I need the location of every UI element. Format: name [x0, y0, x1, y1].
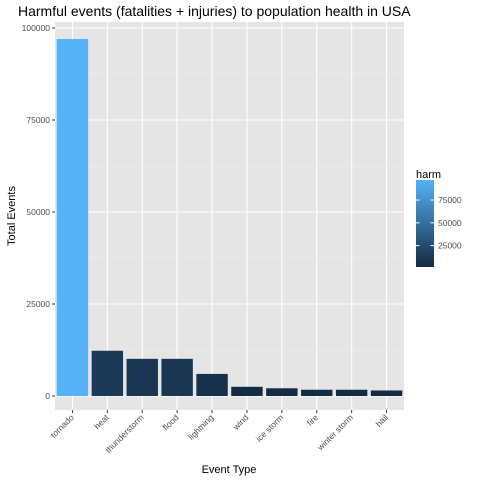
legend-ticks: 25000 50000 75000 [416, 195, 462, 251]
y-tick-label: 0 [45, 391, 50, 401]
x-tick-label: fire [305, 412, 321, 428]
x-tick-label: lightning [186, 412, 216, 442]
legend-tick-label: 25000 [438, 241, 462, 251]
x-tick-label: tornado [48, 412, 76, 440]
bar-hail [370, 390, 403, 396]
y-tick-label: 75000 [26, 115, 50, 125]
y-tick-label: 50000 [26, 207, 50, 217]
legend: harm 25000 50000 75000 [416, 169, 462, 267]
x-tick-label: winter storm [315, 412, 356, 453]
y-tick-label: 100000 [22, 23, 51, 33]
bars [56, 39, 403, 396]
legend-title: harm [416, 169, 441, 181]
bar-tornado [56, 39, 89, 396]
x-tick-label: wind [230, 412, 250, 432]
x-tick-label: hail [374, 412, 391, 429]
bar-wind [231, 386, 263, 396]
x-tick-label: heat [92, 412, 111, 431]
x-axis-label: Event Type [202, 464, 257, 476]
bar-flood [161, 358, 193, 396]
y-tick-label: 25000 [26, 299, 50, 309]
legend-colorbar [416, 180, 434, 267]
bar-lightning [196, 373, 228, 396]
x-tick-label: flood [160, 412, 180, 432]
bar-ice-storm [266, 388, 298, 396]
bar-fire [301, 389, 333, 396]
x-tick-label: ice storm [254, 412, 285, 443]
chart-title: Harmful events (fatalities + injuries) t… [18, 3, 411, 19]
legend-tick-label: 75000 [438, 195, 462, 205]
legend-tick-label: 50000 [438, 218, 462, 228]
y-axis-ticks: 0 25000 50000 75000 100000 [22, 23, 55, 401]
bar-thunderstorm [126, 358, 158, 396]
plot-panel [55, 22, 404, 410]
bar-heat [91, 350, 124, 396]
bar-winter-storm [335, 389, 368, 396]
y-axis-label: Total Events [6, 186, 18, 246]
